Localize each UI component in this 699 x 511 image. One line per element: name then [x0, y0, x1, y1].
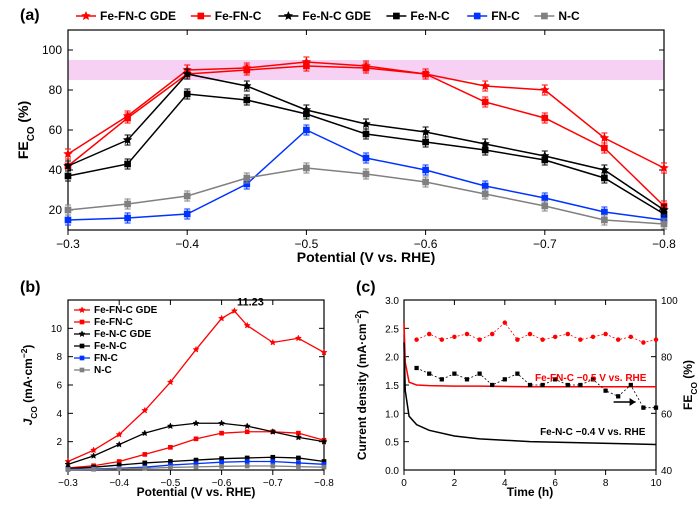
svg-text:Fe-FN-C: Fe-FN-C [94, 317, 133, 328]
svg-text:2.0: 2.0 [385, 353, 399, 364]
svg-text:−0.3: −0.3 [58, 478, 78, 489]
svg-text:40: 40 [661, 466, 673, 477]
legend-a: Fe-FN-C GDE Fe-FN-C Fe-N-C GDE Fe-N-C FN-C N-… [76, 9, 580, 23]
panel-letter-a: (a) [20, 7, 40, 24]
svg-text:3.0: 3.0 [385, 296, 399, 307]
svg-text:−0.4: −0.4 [175, 237, 199, 251]
svg-text:10: 10 [650, 478, 662, 489]
inline-label-0: Fe-FN-C −0.5 V vs. RHE [535, 373, 647, 384]
svg-text:6: 6 [552, 478, 558, 489]
svg-text:Current density (mA·cm−2): Current density (mA·cm−2) [353, 310, 369, 460]
svg-text:0.5: 0.5 [385, 438, 399, 449]
svg-text:6: 6 [56, 381, 62, 392]
svg-text:80: 80 [49, 83, 63, 97]
svg-text:2: 2 [56, 437, 62, 448]
svg-text:−0.7: −0.7 [263, 478, 283, 489]
svg-text:4: 4 [56, 409, 62, 420]
svg-text:−0.3: −0.3 [56, 237, 80, 251]
svg-text:N-C: N-C [94, 365, 112, 376]
legend-label: Fe-N-C GDE [302, 9, 371, 23]
svg-text:8: 8 [56, 352, 62, 363]
legend-label: Fe-FN-C GDE [100, 9, 176, 23]
svg-text:Fe-N-C GDE: Fe-N-C GDE [94, 329, 152, 340]
legend-label: Fe-FN-C [215, 9, 262, 23]
svg-text:FN-C: FN-C [94, 353, 118, 364]
annotation-b: 11.23 [237, 297, 264, 309]
svg-text:20: 20 [49, 203, 63, 217]
svg-text:60: 60 [49, 123, 63, 137]
svg-text:40: 40 [49, 163, 63, 177]
x-label-a: Potential (V vs. RHE) [297, 249, 435, 265]
panel-letter-b: (b) [20, 279, 40, 296]
svg-text:100: 100 [42, 43, 62, 57]
svg-text:−0.4: −0.4 [109, 478, 129, 489]
svg-text:0: 0 [401, 478, 407, 489]
svg-text:100: 100 [661, 296, 678, 307]
svg-text:−0.8: −0.8 [314, 478, 334, 489]
svg-text:2.5: 2.5 [385, 324, 399, 335]
inline-label-1: Fe-N-C −0.4 V vs. RHE [540, 427, 646, 438]
svg-text:10: 10 [51, 324, 63, 335]
svg-text:−0.8: −0.8 [652, 237, 676, 251]
svg-text:Fe-FN-C GDE: Fe-FN-C GDE [94, 305, 158, 316]
legend-label: FN-C [491, 9, 520, 23]
panel-letter-c: (c) [356, 279, 376, 296]
svg-text:0.0: 0.0 [385, 466, 399, 477]
svg-text:8: 8 [603, 478, 609, 489]
svg-text:1.0: 1.0 [385, 409, 399, 420]
legend-label: N-C [558, 9, 580, 23]
svg-text:−0.7: −0.7 [533, 237, 557, 251]
svg-text:Time (h): Time (h) [507, 485, 553, 499]
svg-text:Fe-N-C: Fe-N-C [94, 341, 127, 352]
svg-text:80: 80 [661, 353, 673, 364]
svg-text:Potential (V vs. RHE): Potential (V vs. RHE) [137, 485, 256, 499]
svg-text:1.5: 1.5 [385, 381, 399, 392]
svg-text:60: 60 [661, 409, 673, 420]
svg-text:2: 2 [452, 478, 458, 489]
legend-label: Fe-N-C [410, 9, 450, 23]
